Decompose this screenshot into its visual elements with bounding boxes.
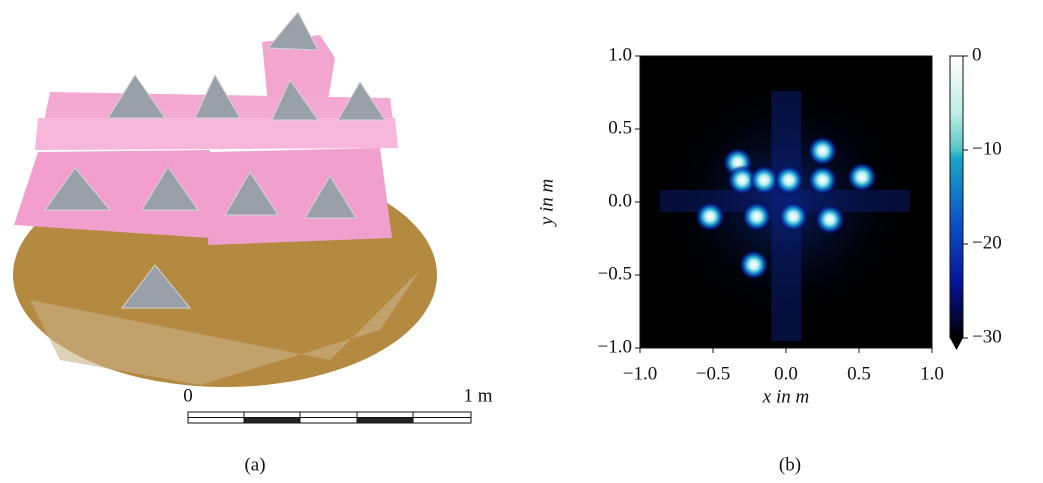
y-tick-label: 0.0: [608, 190, 632, 211]
y-axis-label: y in m: [536, 179, 557, 227]
photo: [13, 12, 437, 387]
peak: [808, 165, 838, 195]
scale-bar: [188, 412, 471, 423]
peak: [815, 205, 845, 235]
x-tick-label: 0.5: [847, 363, 871, 384]
caption: (b): [779, 454, 801, 475]
colorbar-extend: [950, 338, 963, 350]
y-tick-label: 1.0: [608, 44, 632, 65]
colorbar-tick-label: −10: [972, 138, 1002, 159]
caption: (a): [244, 454, 265, 475]
peak: [808, 136, 838, 166]
x-tick-label: 1.0: [920, 363, 944, 384]
y-tick-label: −1.0: [598, 336, 632, 357]
colorbar: [950, 56, 963, 338]
x-tick-label: −1.0: [623, 363, 657, 384]
colorbar-tick-label: 0: [972, 44, 982, 65]
colorbar-tick-label: −20: [972, 232, 1002, 253]
scale-label: 1 m: [463, 385, 492, 406]
y-tick-label: 0.5: [608, 117, 632, 138]
y-tick-label: −0.5: [598, 263, 632, 284]
x-axis-label: x in m: [762, 386, 809, 407]
colorbar-tick-label: −30: [972, 326, 1002, 347]
peak: [847, 162, 877, 192]
peak: [695, 202, 725, 232]
x-tick-label: 0.0: [774, 363, 798, 384]
peak: [742, 202, 772, 232]
x-tick-label: −0.5: [696, 363, 730, 384]
peak: [739, 250, 769, 280]
scale-label: 0: [183, 385, 193, 406]
peak: [778, 202, 808, 232]
figure: 0 1 m (a) x in m y in m (b) −1.0 −0.5 0.0 0…: [0, 0, 1043, 483]
peak: [774, 165, 804, 195]
